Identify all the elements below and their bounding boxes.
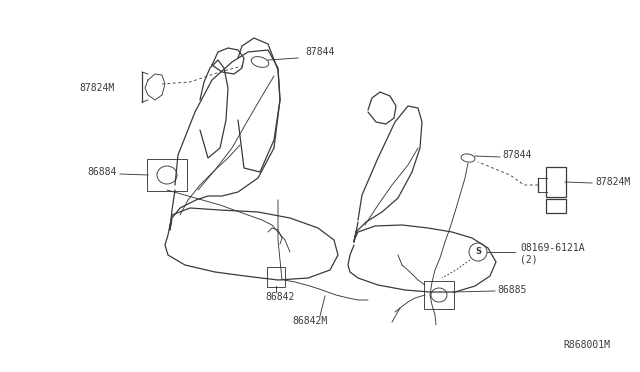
Text: 87824M: 87824M — [80, 83, 115, 93]
Text: 86842: 86842 — [266, 292, 294, 302]
Text: R868001M: R868001M — [563, 340, 610, 350]
Text: 87824M: 87824M — [595, 177, 630, 187]
Text: S: S — [475, 247, 481, 257]
Text: 86884: 86884 — [88, 167, 117, 177]
Text: 86842M: 86842M — [292, 316, 328, 326]
Text: 87844: 87844 — [305, 47, 334, 57]
Text: 08169-6121A: 08169-6121A — [520, 243, 584, 253]
Text: 87844: 87844 — [502, 150, 531, 160]
Text: 86885: 86885 — [497, 285, 526, 295]
Text: (2): (2) — [520, 255, 538, 265]
